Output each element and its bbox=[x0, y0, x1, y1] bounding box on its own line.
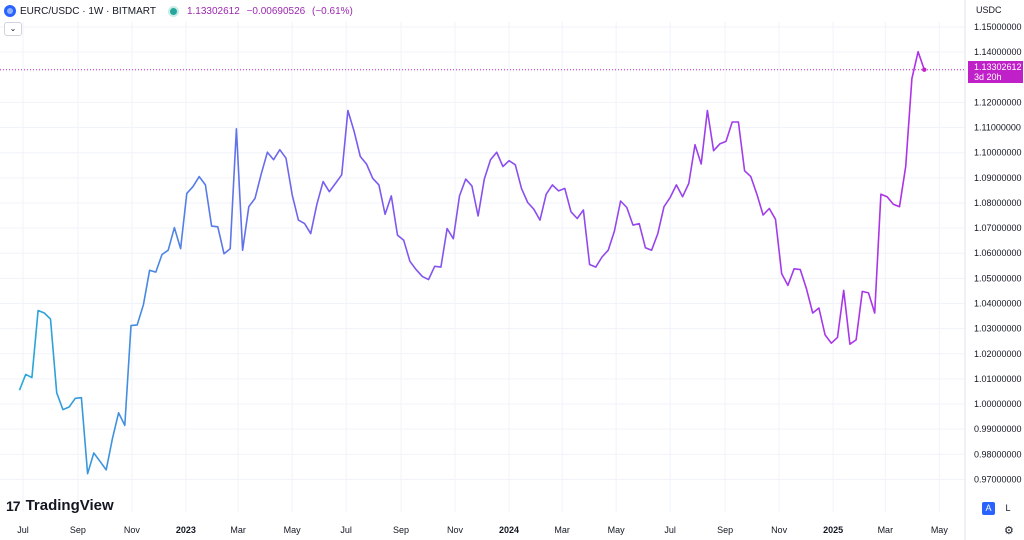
y-tick-label: 1.02000000 bbox=[974, 349, 1022, 359]
x-tick-label: Jul bbox=[340, 525, 352, 535]
y-tick-label: 1.06000000 bbox=[974, 248, 1022, 258]
x-tick-label: May bbox=[931, 525, 949, 535]
tradingview-logo[interactable]: 17 TradingView bbox=[6, 497, 114, 514]
x-tick-label: 2023 bbox=[176, 525, 196, 535]
y-tick-label: 1.12000000 bbox=[974, 97, 1022, 107]
y-tick-label: 1.05000000 bbox=[974, 273, 1022, 283]
x-tick-label: Sep bbox=[70, 525, 86, 535]
y-tick-label: 1.10000000 bbox=[974, 148, 1022, 158]
auto-scale-button[interactable]: A bbox=[982, 502, 995, 515]
x-tick-label: Mar bbox=[554, 525, 570, 535]
last-price: 1.13302612 bbox=[186, 5, 240, 17]
y-tick-label: 1.04000000 bbox=[974, 298, 1022, 308]
gear-icon[interactable]: ⚙ bbox=[1004, 525, 1014, 537]
x-tick-label: 2025 bbox=[823, 525, 843, 535]
y-tick-label: 0.99000000 bbox=[974, 424, 1022, 434]
x-tick-label: Sep bbox=[393, 525, 409, 535]
market-status-dot[interactable] bbox=[169, 7, 177, 15]
x-tick-label: Mar bbox=[878, 525, 894, 535]
price-change-pct: (−0.61%) bbox=[312, 5, 353, 17]
series-layer bbox=[0, 50, 965, 475]
x-tick-label: Nov bbox=[124, 525, 141, 535]
y-tick-label: 1.00000000 bbox=[974, 399, 1022, 409]
x-tick-label: Mar bbox=[230, 525, 246, 535]
x-tick-label: Jul bbox=[17, 525, 29, 535]
log-scale-button[interactable]: L bbox=[1005, 503, 1011, 513]
x-tick-label: Sep bbox=[717, 525, 733, 535]
x-tick-label: 2024 bbox=[499, 525, 519, 535]
y-tick-label: 0.97000000 bbox=[974, 474, 1022, 484]
y-tick-label: 1.14000000 bbox=[974, 47, 1022, 57]
y-tick-label: 1.07000000 bbox=[974, 223, 1022, 233]
symbol-title[interactable]: EURC/USDC · 1W · BITMART bbox=[20, 5, 156, 17]
symbol-logo-icon bbox=[4, 5, 16, 17]
y-tick-label: 1.01000000 bbox=[974, 374, 1022, 384]
y-tick-label: 1.11000000 bbox=[974, 123, 1021, 133]
tradingview-logo-icon: 17 bbox=[6, 497, 21, 514]
last-price-badge: 1.13302612 3d 20h bbox=[968, 61, 1023, 83]
badge-countdown: 3d 20h bbox=[974, 72, 1002, 82]
collapse-chevron-icon[interactable]: ⌄ bbox=[4, 22, 22, 36]
y-tick-label: 1.15000000 bbox=[974, 22, 1022, 32]
y-tick-label: 1.03000000 bbox=[974, 324, 1022, 334]
x-tick-label: Nov bbox=[771, 525, 788, 535]
y-axis[interactable]: 1.15000000 1.14000000 1.12000000 1.11000000… bbox=[974, 22, 1022, 484]
brand-name: TradingView bbox=[25, 497, 114, 514]
series-line bbox=[18, 50, 926, 475]
badge-price: 1.13302612 bbox=[974, 62, 1022, 72]
currency-selector[interactable]: USDC bbox=[976, 5, 1002, 15]
x-axis[interactable]: Jul Sep Nov 2023 Mar May Jul Sep Nov 2024 Mar May Ju… bbox=[17, 525, 948, 535]
x-tick-label: May bbox=[608, 525, 626, 535]
x-tick-label: May bbox=[284, 525, 302, 535]
y-tick-label: 0.98000000 bbox=[974, 449, 1022, 459]
quote-values: 1.13302612 −0.00690526 (−0.61%) bbox=[187, 6, 357, 17]
chart-header: EURC/USDC · 1W · BITMART 1.13302612 −0.0… bbox=[4, 3, 357, 19]
grid-layer bbox=[0, 0, 966, 540]
y-tick-label: 1.08000000 bbox=[974, 198, 1022, 208]
price-change: −0.00690526 bbox=[246, 5, 306, 17]
x-tick-label: Nov bbox=[447, 525, 464, 535]
x-tick-label: Jul bbox=[664, 525, 676, 535]
y-tick-label: 1.09000000 bbox=[974, 173, 1022, 183]
